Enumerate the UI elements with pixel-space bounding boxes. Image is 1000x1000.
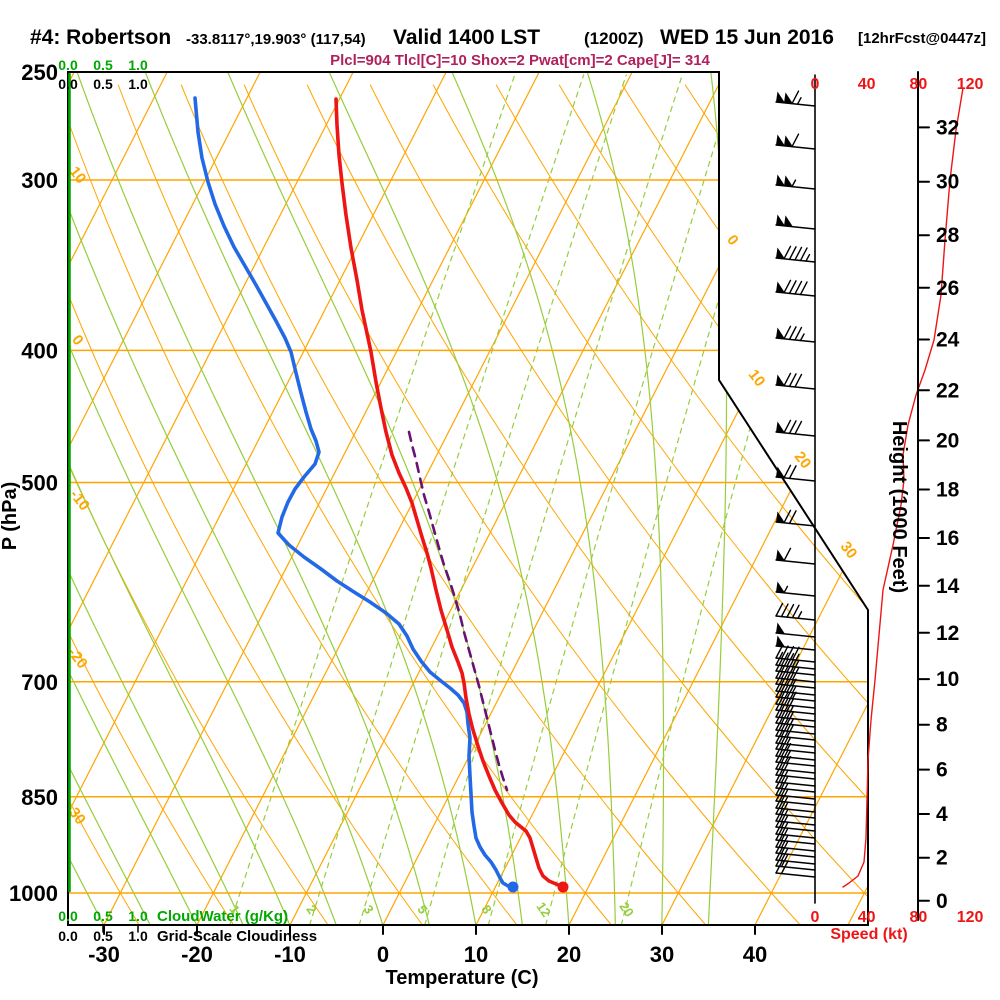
cloudwater-scale-top: 0.0 [58,57,78,73]
speed-tick-top: 40 [858,76,876,93]
valid-time: Valid 1400 LST [393,26,541,49]
valid-date: WED 15 Jun 2016 [660,26,834,49]
dry-adiabat-label: -30 [62,800,89,828]
cloudwater-axis-title: CloudWater (g/Kg) [157,908,288,925]
pressure-tick-label: 850 [21,785,58,810]
temperature-tick-label: 0 [377,942,389,967]
height-tick-label: 12 [936,622,959,645]
temperature-tick-label: 10 [464,942,488,967]
dewpoint-curve [193,96,515,889]
isotherm-label: 0 [723,232,742,249]
height-axis-title: Height (1000 Feet) [888,421,910,593]
height-tick-label: 28 [936,224,960,247]
sounding-indices: Plcl=904 Tlcl[C]=10 Shox=2 Pwat[cm]=2 Ca… [330,52,710,69]
pressure-tick-label: 700 [21,670,58,695]
height-tick-label: 10 [936,668,959,691]
mixing-ratio-label: 20 [616,899,637,919]
height-tick-label: 20 [936,429,959,452]
height-tick-label: 4 [936,803,948,826]
height-tick-label: 16 [936,527,959,550]
pressure-tick-label: 400 [21,338,58,363]
speed-tick-top: 120 [957,76,984,93]
pressure-tick-label: 500 [21,471,58,496]
height-tick-label: 6 [936,759,948,782]
speed-tick-top: 80 [909,76,927,93]
cloud-scales: 0.0 0.0 0.5 0.5 1.0 1.0 0.0 0.0 0.5 0.5 1.0 1.0 Clou… [58,57,317,945]
height-tick-label: 8 [936,714,948,737]
temperature-axis: -30 -20 -10 0 10 20 30 40 Temperature (C) [88,924,767,989]
speed-tick-bottom: 0 [811,909,820,926]
station-title: #4: Robertson [30,26,172,49]
cloudwater-scale-top: 1.0 [128,57,148,73]
speed-tick-bottom: 80 [909,909,927,926]
cloudiness-scale-bottom: 1.0 [128,928,148,944]
temperature-tick-label: -20 [181,942,213,967]
pressure-axis: 250 300 400 500 700 850 1000 P (hPa) [0,60,58,906]
temperature-tick-label: 30 [650,942,674,967]
temperature-axis-title: Temperature (C) [386,967,539,989]
dry-adiabat-label: 0 [68,332,87,349]
cloudwater-scale-bottom: 0.5 [93,908,113,924]
speed-axis-title: Speed (kt) [830,926,907,943]
pressure-tick-label: 1000 [9,881,58,906]
cloudiness-scale-bottom: 0.0 [58,928,78,944]
height-tick-label: 14 [936,575,960,598]
height-tick-label: 30 [936,171,959,194]
temperature-tick-label: 20 [557,942,581,967]
dry-adiabat-label: 10 [66,163,90,187]
cloudiness-axis-title: Grid-Scale Cloudiness [157,928,317,945]
cloudwater-scale-bottom: 1.0 [128,908,148,924]
cloudiness-scale-top: 0.0 [58,76,78,92]
temperature-tick-label: -30 [88,942,120,967]
cloudwater-scale-top: 0.5 [93,57,113,73]
cloudwater-scale-bottom: 0.0 [58,908,78,924]
temperature-curve [334,97,565,889]
wind-barb-column [775,74,816,904]
station-coordinates: -33.8117°,19.903° (117,54) [186,31,366,48]
mixing-ratio-label: 2 [303,902,319,917]
zulu-time: (1200Z) [584,29,644,48]
pressure-tick-label: 250 [21,60,58,85]
pressure-axis-title: P (hPa) [0,482,21,551]
speed-tick-bottom: 40 [858,909,876,926]
height-tick-label: 2 [936,847,948,870]
speed-tick-top: 0 [811,76,820,93]
surface-temperature-dot [557,881,569,893]
sounding-curves [193,96,569,893]
parcel-curve [407,430,509,792]
mixing-ratio-label: 12 [533,899,554,919]
surface-dewpoint-dot [507,881,519,893]
temperature-tick-label: -10 [274,942,306,967]
isotherm-label: 10 [745,366,769,390]
cloudiness-scale-top: 1.0 [128,76,148,92]
temperature-tick-label: 40 [743,942,767,967]
mixing-ratio-label: 5 [414,902,430,917]
wind-speed-curve [842,87,964,888]
height-tick-label: 18 [936,479,960,502]
isotherm-label: 30 [837,538,861,562]
height-tick-label: 22 [936,379,959,402]
height-tick-label: 24 [936,328,960,351]
forecast-cycle: [12hrFcst@0447z] [858,30,987,47]
height-tick-label: 0 [936,890,948,913]
cloudiness-scale-top: 0.5 [93,76,113,92]
cloudiness-scale-bottom: 0.5 [93,928,113,944]
height-tick-label: 32 [936,116,959,139]
pressure-tick-label: 300 [21,168,58,193]
plot-frame [67,71,869,926]
speed-tick-bottom: 120 [957,909,984,926]
height-tick-label: 26 [936,277,959,300]
